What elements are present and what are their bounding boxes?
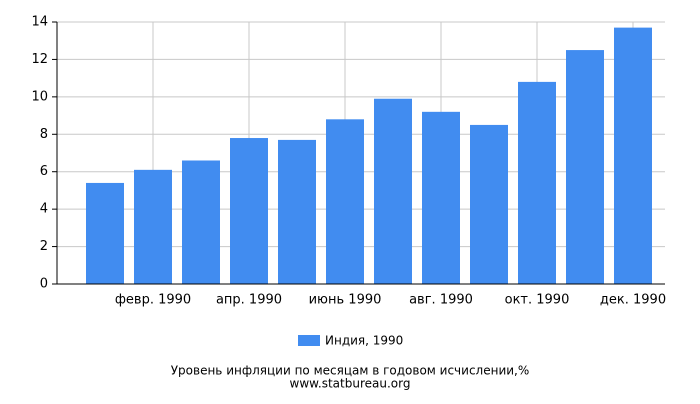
x-tick-label: окт. 1990 (505, 293, 570, 308)
bar (374, 98, 412, 284)
x-tick-label: апр. 1990 (216, 293, 282, 308)
y-tick-label: 2 (40, 239, 48, 254)
bar (470, 124, 508, 284)
legend-label: Индия, 1990 (325, 334, 403, 348)
y-tick-label: 6 (40, 164, 48, 179)
x-tick-label: июнь 1990 (309, 293, 382, 308)
source: www.statbureau.org (290, 377, 411, 391)
bar (566, 50, 604, 285)
bar (86, 182, 124, 284)
bar (422, 111, 460, 284)
x-tick-label: февр. 1990 (115, 293, 191, 308)
bar (230, 138, 268, 284)
bar (518, 81, 556, 284)
legend-swatch (298, 335, 320, 346)
y-tick-label: 14 (31, 15, 48, 30)
y-tick-label: 8 (40, 127, 48, 142)
bar (278, 139, 316, 284)
y-tick-label: 12 (31, 52, 48, 67)
y-tick-label: 4 (40, 202, 48, 217)
x-tick-label: авг. 1990 (409, 293, 473, 308)
bar (134, 169, 172, 284)
y-tick-label: 0 (40, 277, 48, 292)
bar (182, 160, 220, 284)
x-tick-label: дек. 1990 (600, 293, 666, 308)
chart-title: Уровень инфляции по месяцам в годовом ис… (171, 364, 530, 378)
bar (614, 27, 652, 284)
bar (326, 119, 364, 284)
y-tick-label: 10 (31, 89, 48, 104)
